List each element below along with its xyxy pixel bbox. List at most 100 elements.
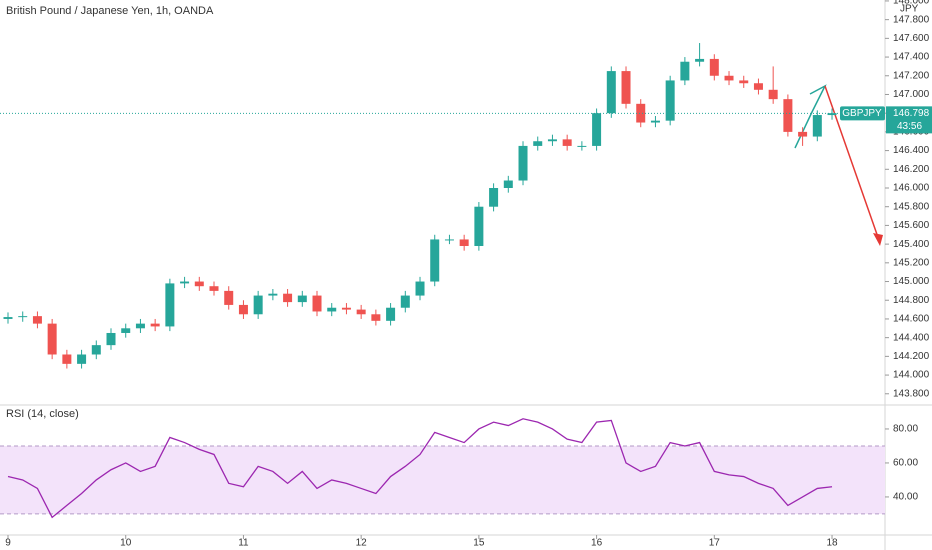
arrow-head	[873, 233, 883, 246]
drawings	[0, 43, 885, 369]
candle-body	[798, 131, 808, 137]
candle-body	[209, 286, 219, 291]
candle-body	[312, 295, 322, 312]
candle-body	[32, 316, 42, 324]
y-tick-label: 146.400	[893, 145, 930, 156]
y-tick-label: 145.400	[893, 239, 930, 250]
candle-body	[386, 307, 396, 321]
candle-body	[415, 281, 425, 296]
symbol-label: GBPJPY	[842, 108, 882, 119]
rsi-line	[7, 418, 833, 519]
candle-body	[180, 281, 190, 284]
candle-body	[753, 83, 763, 90]
candle-body	[150, 323, 160, 327]
x-tick-label: 10	[120, 538, 132, 549]
y-tick-label: 147.400	[893, 52, 930, 63]
y-tick-label: 148.000	[893, 0, 930, 7]
candle-body	[665, 80, 675, 121]
y-tick-label: 147.000	[893, 89, 930, 100]
candle-body	[562, 139, 572, 146]
y-tick-label: 145.200	[893, 257, 930, 268]
x-tick-label: 18	[826, 538, 838, 549]
candle-body	[621, 71, 631, 104]
candle-body	[459, 239, 469, 246]
y-tick-label: 147.600	[893, 33, 930, 44]
price-box	[886, 106, 932, 134]
y-tick-label: 147.800	[893, 14, 930, 25]
candle-body	[768, 89, 778, 100]
x-tick-label: 16	[591, 538, 603, 549]
rsi-band	[0, 445, 885, 514]
candle-body	[489, 188, 499, 207]
candle-body	[106, 332, 116, 346]
candle-body	[430, 239, 440, 282]
rsi-y-tick-label: 60.00	[893, 458, 918, 469]
y-tick-label: 144.400	[893, 332, 930, 343]
x-tick-label: 9	[5, 538, 11, 549]
y-tick-label: 146.200	[893, 164, 930, 175]
candle-body	[77, 354, 87, 364]
rsi-y-tick-label: 80.00	[893, 424, 918, 435]
candle-body	[356, 309, 366, 315]
candle-body	[592, 113, 602, 146]
candle-body	[268, 293, 278, 296]
y-tick-label: 146.000	[893, 183, 930, 194]
drawing-line	[794, 84, 827, 149]
candle-body	[724, 75, 734, 81]
chart-title: British Pound / Japanese Yen, 1h, OANDA	[6, 5, 214, 17]
candle-body	[783, 99, 793, 132]
candle-body	[739, 80, 749, 84]
candle-body	[680, 61, 690, 81]
x-tick-label: 17	[709, 538, 721, 549]
candle-body	[474, 206, 484, 246]
y-tick-label: 144.600	[893, 314, 930, 325]
candle-body	[444, 239, 454, 241]
x-tick-label: 15	[473, 538, 485, 549]
candle-body	[636, 103, 646, 123]
currency-label: JPY	[900, 4, 919, 15]
x-tick-label: 11	[238, 538, 249, 549]
y-tick-label: 147.200	[893, 70, 930, 81]
candle-body	[135, 323, 145, 329]
rsi-title: RSI (14, close)	[6, 408, 79, 420]
candle-body	[533, 141, 543, 146]
candle-body	[121, 328, 131, 333]
candle-body	[400, 295, 410, 308]
candle-body	[341, 307, 351, 310]
candle-body	[3, 317, 13, 319]
rsi-y-tick-label: 40.00	[893, 492, 918, 503]
candle-body	[194, 281, 204, 287]
candle-body	[224, 290, 234, 305]
y-tick-label: 143.800	[893, 388, 930, 399]
y-tick-label: 144.200	[893, 351, 930, 362]
candle-body	[695, 58, 705, 62]
candle-body	[283, 293, 293, 303]
candle-body	[297, 295, 307, 303]
candle-body	[547, 139, 557, 142]
candle-body	[91, 345, 101, 355]
candle-body	[18, 316, 28, 318]
x-tick-label: 12	[356, 538, 368, 549]
candle-body	[253, 295, 263, 315]
candle-body	[327, 307, 337, 312]
y-tick-label: 145.000	[893, 276, 930, 287]
y-tick-label: 144.800	[893, 295, 930, 306]
candle-body	[812, 115, 822, 137]
y-tick-label: 145.800	[893, 201, 930, 212]
candle-body	[62, 354, 72, 364]
current-price-label: 146.798	[893, 108, 930, 119]
y-tick-label: 145.600	[893, 220, 930, 231]
candle-body	[577, 145, 587, 147]
candle-body	[827, 113, 837, 116]
symbol-box	[840, 106, 885, 121]
candle-body	[650, 120, 660, 123]
countdown-label: 43:56	[897, 121, 922, 132]
candle-body	[709, 58, 719, 76]
candle-body	[503, 180, 513, 189]
drawing-arrow	[824, 85, 881, 244]
candle-body	[606, 71, 616, 114]
y-tick-label: 144.000	[893, 370, 930, 381]
candle-body	[518, 145, 528, 181]
candle-body	[238, 304, 248, 315]
